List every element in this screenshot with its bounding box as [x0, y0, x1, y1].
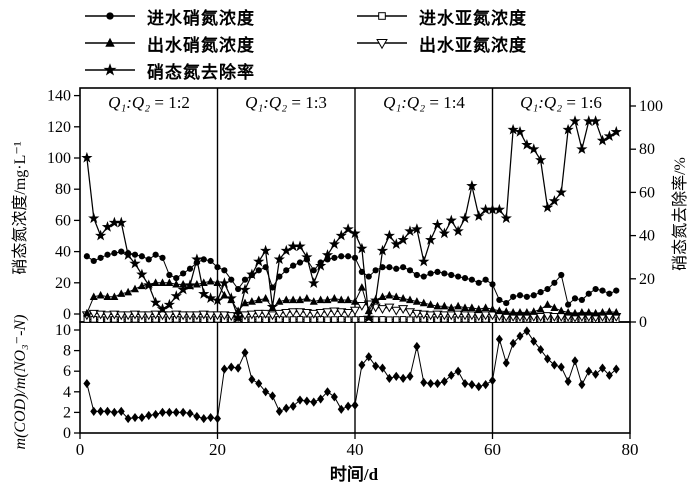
svg-text:80: 80	[639, 141, 655, 158]
svg-text:100: 100	[639, 98, 663, 115]
region-label-ratio: = 1:6	[562, 93, 602, 112]
svg-text:80: 80	[55, 181, 71, 198]
svg-text:0: 0	[76, 440, 85, 459]
svg-text:60: 60	[55, 212, 71, 229]
legend-label: 硝态氮去除率	[147, 62, 255, 82]
lower-axis-title-cod-ratio: m(COD)/m(NO₃⁻-N)	[12, 314, 29, 450]
legend-label: 进水亚氮浓度	[419, 8, 527, 28]
right-axis-title-removal-rate: 硝态氮去除率/%	[672, 157, 689, 271]
svg-text:0: 0	[639, 314, 647, 331]
svg-text:80: 80	[622, 440, 639, 459]
region-label-ratio: = 1:4	[425, 93, 465, 112]
region-label-q: Q₁:Q₂	[108, 93, 151, 112]
legend-label: 出水硝氮浓度	[147, 35, 255, 55]
x-axis-title-time: 时间/d	[329, 465, 379, 484]
legend-label: 进水硝氮浓度	[147, 8, 255, 28]
filled-triangle-legend-icon	[84, 34, 136, 52]
region-label-1-2: Q₁:Q₂ = 1:2	[108, 93, 190, 113]
region-label-1-6: Q₁:Q₂ = 1:6	[520, 93, 602, 113]
svg-text:2: 2	[63, 404, 71, 421]
region-label-1-3: Q₁:Q₂ = 1:3	[245, 93, 327, 113]
svg-text:20: 20	[209, 440, 226, 459]
series-effluent_no3	[82, 276, 621, 317]
svg-text:60: 60	[484, 440, 501, 459]
region-label-q: Q₁:Q₂	[520, 93, 563, 112]
filled-circle-legend-icon	[84, 7, 136, 25]
svg-text:6: 6	[63, 363, 71, 380]
series-removal_pct	[81, 115, 622, 323]
legend-label: 出水亚氮浓度	[419, 35, 527, 55]
svg-text:120: 120	[47, 119, 71, 136]
legend-item-effluent-nitrate: 出水硝氮浓度	[84, 31, 255, 55]
legend-item-removal-rate: 硝态氮去除率	[84, 58, 255, 82]
open-square-legend-icon	[356, 7, 408, 25]
svg-text:20: 20	[639, 271, 655, 288]
svg-text:0: 0	[63, 306, 71, 323]
series-influent_no3	[83, 248, 620, 308]
legend-item-influent-nitrate: 进水硝氮浓度	[84, 4, 255, 28]
svg-text:0: 0	[63, 425, 71, 442]
region-label-ratio: = 1:3	[287, 93, 327, 112]
star-legend-icon	[84, 61, 136, 79]
svg-text:40: 40	[639, 228, 655, 245]
open-triangle-legend-icon	[356, 34, 408, 52]
region-label-q: Q₁:Q₂	[383, 93, 426, 112]
svg-text:8: 8	[63, 343, 71, 360]
svg-text:140: 140	[47, 88, 71, 105]
svg-text:100: 100	[47, 150, 71, 167]
svg-text:20: 20	[55, 275, 71, 292]
series-cod_no3_ratio	[83, 326, 620, 424]
svg-text:60: 60	[639, 184, 655, 201]
legend-item-influent-nitrite: 进水亚氮浓度	[356, 4, 527, 28]
svg-text:4: 4	[63, 384, 71, 401]
svg-text:40: 40	[347, 440, 364, 459]
svg-text:40: 40	[55, 244, 71, 261]
svg-text:10: 10	[55, 322, 71, 339]
legend-item-effluent-nitrite: 出水亚氮浓度	[356, 31, 527, 55]
region-label-1-4: Q₁:Q₂ = 1:4	[383, 93, 465, 113]
region-label-ratio: = 1:2	[150, 93, 190, 112]
region-label-q: Q₁:Q₂	[245, 93, 288, 112]
